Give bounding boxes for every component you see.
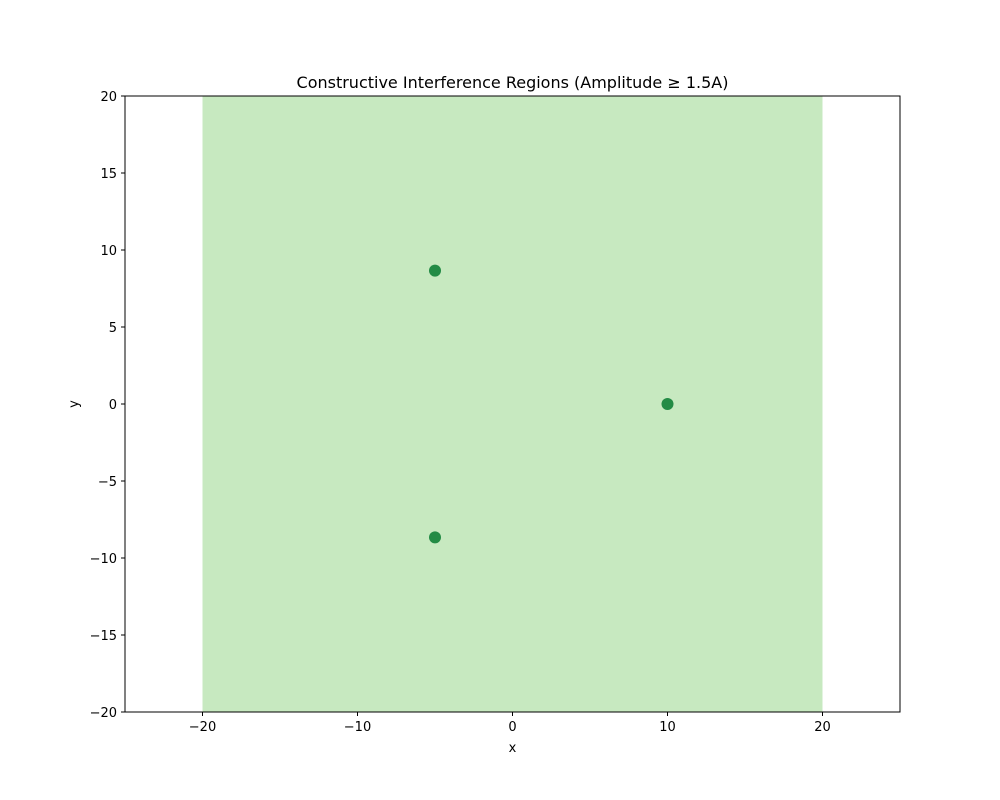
x-tick-label: 20 bbox=[814, 720, 831, 735]
y-tick-label: −20 bbox=[90, 706, 117, 721]
source-point bbox=[661, 398, 674, 410]
y-tick-label: 20 bbox=[100, 90, 117, 105]
x-axis-label: x bbox=[509, 741, 517, 756]
y-tick-label: 10 bbox=[100, 244, 117, 259]
x-tick-label: −20 bbox=[189, 720, 216, 735]
y-tick-label: 5 bbox=[109, 321, 117, 336]
y-axis-label: y bbox=[67, 400, 82, 408]
source-point bbox=[429, 264, 441, 277]
x-tick-label: 0 bbox=[508, 720, 516, 735]
y-tick-label: −10 bbox=[90, 552, 117, 567]
y-tick-label: 15 bbox=[100, 167, 117, 182]
constructive-region bbox=[202, 96, 823, 712]
source-point bbox=[429, 531, 441, 544]
x-tick-label: 10 bbox=[659, 720, 676, 735]
chart-title: Constructive Interference Regions (Ampli… bbox=[297, 73, 729, 92]
y-tick-label: −15 bbox=[90, 629, 117, 644]
y-tick-label: 0 bbox=[109, 398, 117, 413]
y-tick-label: −5 bbox=[98, 475, 117, 490]
x-tick-label: −10 bbox=[344, 720, 371, 735]
